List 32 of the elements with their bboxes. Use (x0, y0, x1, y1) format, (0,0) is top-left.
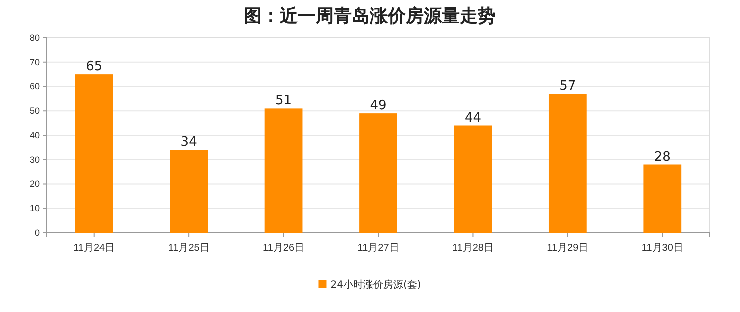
y-tick-label: 50 (30, 106, 40, 116)
data-label: 44 (464, 110, 482, 126)
bar (454, 126, 492, 233)
data-label: 28 (654, 150, 671, 165)
y-tick-label: 20 (30, 179, 40, 190)
chart-title: 图：近一周青岛涨价房源量走势 (244, 6, 496, 27)
bar (360, 114, 398, 233)
x-tick-label: 11月30日 (642, 243, 684, 254)
y-tick-label: 80 (30, 32, 40, 43)
y-tick-label: 70 (30, 57, 40, 68)
x-tick-label: 11月29日 (547, 243, 589, 254)
data-label: 51 (276, 94, 292, 109)
legend-label: 24小时涨价房源(套) (330, 279, 422, 291)
y-tick-label: 10 (30, 204, 40, 214)
data-label: 65 (86, 60, 103, 75)
x-tick-label: 11月28日 (452, 243, 494, 254)
x-tick-label: 11月25日 (168, 243, 210, 254)
x-tick-label: 11月27日 (358, 243, 400, 254)
bar (548, 94, 587, 233)
y-tick-label: 40 (30, 130, 40, 140)
data-label: 49 (370, 98, 387, 114)
bar (170, 150, 208, 233)
bar (644, 164, 682, 233)
data-label: 57 (560, 79, 576, 94)
x-tick-label: 11月26日 (263, 243, 305, 254)
y-tick-label: 0 (34, 228, 40, 238)
data-label: 34 (180, 135, 198, 150)
y-tick-label: 30 (30, 154, 40, 165)
x-tick-label: 11月24日 (74, 243, 116, 254)
bar (264, 108, 303, 233)
bar (75, 74, 114, 233)
y-tick-label: 60 (30, 82, 40, 92)
